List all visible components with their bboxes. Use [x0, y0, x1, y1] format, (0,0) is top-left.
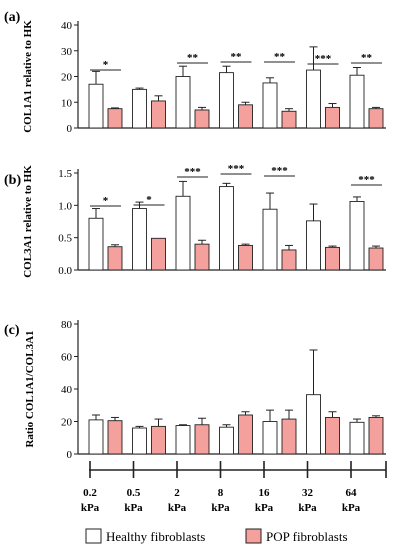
y-tick-label: 1.0: [58, 200, 72, 212]
bar-healthy: [349, 421, 365, 455]
category-label: 2: [174, 487, 180, 499]
bar-pop: [325, 416, 340, 455]
significance-marker: *: [103, 195, 109, 207]
legend-label-pop: POP fibroblasts: [266, 529, 348, 544]
significance-marker: **: [231, 51, 243, 63]
bar-healthy: [132, 208, 147, 271]
bar-healthy: [262, 208, 278, 271]
y-tick-label: 40: [61, 20, 73, 32]
significance-marker: **: [187, 52, 199, 64]
bar-healthy: [219, 426, 234, 455]
y-tick-label: 10: [61, 97, 73, 109]
y-axis-label: COL3A1 relative to HK: [22, 165, 34, 278]
bar-pop: [281, 418, 297, 455]
legend-swatch-healthy: [85, 528, 102, 544]
bar-pop: [281, 249, 297, 271]
bar-pop: [368, 247, 384, 271]
bar-pop: [368, 416, 384, 455]
significance-marker: ***: [184, 166, 201, 178]
significance-marker: **: [361, 52, 373, 64]
bar-pop: [238, 104, 253, 129]
bar-pop: [194, 109, 210, 129]
bar-pop: [368, 108, 384, 129]
category-label: kPa: [342, 502, 361, 514]
bar-pop: [238, 244, 253, 271]
category-label: kPa: [298, 502, 317, 514]
category-label: 64: [346, 487, 358, 499]
legend: Healthy fibroblasts POP fibroblasts: [85, 528, 348, 544]
bar-pop: [281, 110, 297, 129]
bar-pop: [194, 243, 210, 271]
bar-healthy: [175, 195, 191, 271]
category-label: kPa: [168, 502, 187, 514]
category-label: 16: [259, 487, 271, 499]
panel-3: (c) Ratio COL1A1/COL3A1 0 20 40 60 80: [4, 319, 386, 461]
bar-healthy: [132, 88, 147, 129]
significance-marker: ***: [228, 163, 245, 175]
bar-healthy: [219, 186, 234, 271]
y-tick-label: 40: [61, 384, 73, 396]
bar-healthy: [349, 201, 365, 271]
significance-marker: ***: [315, 53, 332, 65]
y-axis-label: Ratio COL1A1/COL3A1: [24, 330, 36, 447]
bar-healthy: [132, 427, 147, 455]
bar-pop: [238, 414, 253, 455]
bar-healthy: [175, 425, 191, 455]
panel-2: (b) COL3A1 relative to HK 0.00.51.01.5* ***…: [4, 163, 386, 278]
bar-healthy: [262, 421, 278, 455]
category-label: kPa: [81, 502, 100, 514]
bar-healthy: [88, 217, 104, 271]
significance-marker: ***: [271, 165, 288, 177]
y-tick-label: 20: [61, 417, 73, 429]
y-tick-label: 80: [61, 319, 73, 331]
significance-marker: **: [274, 51, 286, 63]
y-axis-label: COL1A1 relative to HK: [22, 20, 34, 133]
bar-pop: [325, 106, 340, 129]
category-axis: 0.2 kPa 0.5 kPa 2 kPa 8 kPa 16 kPa 32 kPa 64 kPa: [81, 461, 387, 514]
panel-letter: (b): [4, 173, 21, 188]
bar-healthy: [349, 74, 365, 129]
y-tick-label: 0.0: [58, 265, 72, 277]
y-tick-label: 0.5: [58, 233, 72, 245]
category-label: 8: [218, 487, 224, 499]
bar-pop: [151, 425, 166, 455]
panel-letter: (a): [4, 10, 21, 25]
significance-marker: ***: [358, 174, 375, 186]
bar-healthy: [262, 82, 278, 129]
significance-marker: *: [146, 194, 152, 206]
category-label: kPa: [124, 502, 143, 514]
category-label: kPa: [211, 502, 230, 514]
bar-healthy: [219, 72, 234, 129]
bar-healthy: [88, 419, 104, 455]
category-label: 0.5: [127, 487, 141, 499]
y-tick-label: 60: [61, 352, 73, 364]
y-tick-label: 0: [67, 123, 73, 135]
y-tick-label: 0: [67, 449, 73, 461]
y-tick-label: 1.5: [58, 168, 72, 180]
y-tick-label: 20: [61, 72, 73, 84]
category-label: kPa: [255, 502, 274, 514]
bar-pop: [325, 246, 340, 271]
category-label: 0.2: [83, 487, 97, 499]
bar-healthy: [306, 69, 321, 129]
bar-pop: [194, 424, 210, 455]
category-label: 32: [302, 487, 314, 499]
bar-pop: [107, 246, 123, 271]
y-tick-label: 30: [61, 46, 73, 58]
bar-healthy: [306, 220, 321, 271]
legend-swatch-pop: [245, 528, 262, 544]
bar-pop: [107, 420, 123, 455]
bar-pop: [151, 100, 166, 129]
bar-healthy: [306, 394, 321, 455]
bar-pop: [151, 237, 166, 271]
bar-pop: [107, 108, 123, 129]
bar-healthy: [175, 76, 191, 129]
bar-healthy: [88, 83, 104, 129]
panel-letter: (c): [4, 323, 20, 338]
significance-marker: *: [103, 59, 109, 71]
legend-label-healthy: Healthy fibroblasts: [106, 529, 205, 544]
